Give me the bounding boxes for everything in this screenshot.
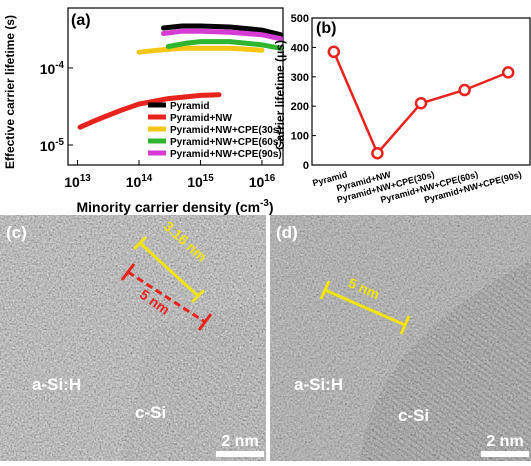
y-tick-label: 500 — [291, 13, 309, 25]
data-point — [501, 66, 515, 79]
data-point — [458, 83, 471, 97]
legend-label: Pyramid+NW+CPE(90s) — [170, 149, 282, 160]
annotation-lines — [120, 235, 529, 457]
y-tick-label: 10-4 — [40, 60, 65, 77]
x-tick-label: 1013 — [64, 173, 91, 190]
y-tick-label: 200 — [291, 101, 309, 113]
scale-bar-label: 2 nm — [221, 433, 258, 450]
panel-label: (d) — [276, 223, 298, 242]
y-tick-label: 100 — [291, 131, 309, 143]
legend-label: Pyramid+NW+CPE(30s) — [170, 125, 282, 136]
series-line — [77, 92, 222, 130]
plot-frame — [67, 7, 284, 166]
y-axis-label: Carrier lifetime (μs) — [273, 40, 287, 150]
data-point — [371, 146, 384, 160]
x-tick-label: 1014 — [126, 173, 153, 190]
y-tick-label: 300 — [291, 72, 309, 84]
y-tick-label: 10-5 — [40, 137, 65, 154]
series-line — [165, 39, 283, 51]
legend-label: Pyramid+NW — [170, 113, 233, 124]
legend-label: Pyramid+NW+CPE(60s) — [170, 137, 282, 148]
image-annotation: c-Si — [135, 403, 166, 422]
x-tick-label: 1016 — [249, 173, 276, 190]
series-line — [161, 28, 283, 42]
image-annotation: c-Si — [398, 406, 429, 425]
y-tick-label: 0 — [303, 160, 309, 172]
tem-image-c — [0, 215, 266, 461]
image-annotation: a-Si:H — [32, 375, 81, 394]
y-tick-label: 400 — [291, 42, 309, 54]
scale-bar-label: 2 nm — [486, 433, 523, 450]
x-axis-label: Minority carrier density (cm-3) — [76, 198, 273, 215]
x-tick-label: 1015 — [187, 173, 214, 190]
y-axis-label: Effective carrier lifetime (s) — [3, 15, 17, 169]
panel-label: (a) — [71, 12, 91, 29]
data-point — [327, 45, 341, 59]
panel-label: (b) — [316, 20, 336, 37]
tem-image-d — [270, 215, 531, 461]
series-line — [136, 45, 265, 55]
plot-frame — [311, 17, 531, 166]
image-annotation: a-Si:H — [294, 375, 343, 394]
series-line — [161, 23, 283, 38]
panel-label: (c) — [6, 223, 27, 242]
data-point — [414, 97, 428, 110]
legend-label: Pyramid — [170, 101, 209, 112]
